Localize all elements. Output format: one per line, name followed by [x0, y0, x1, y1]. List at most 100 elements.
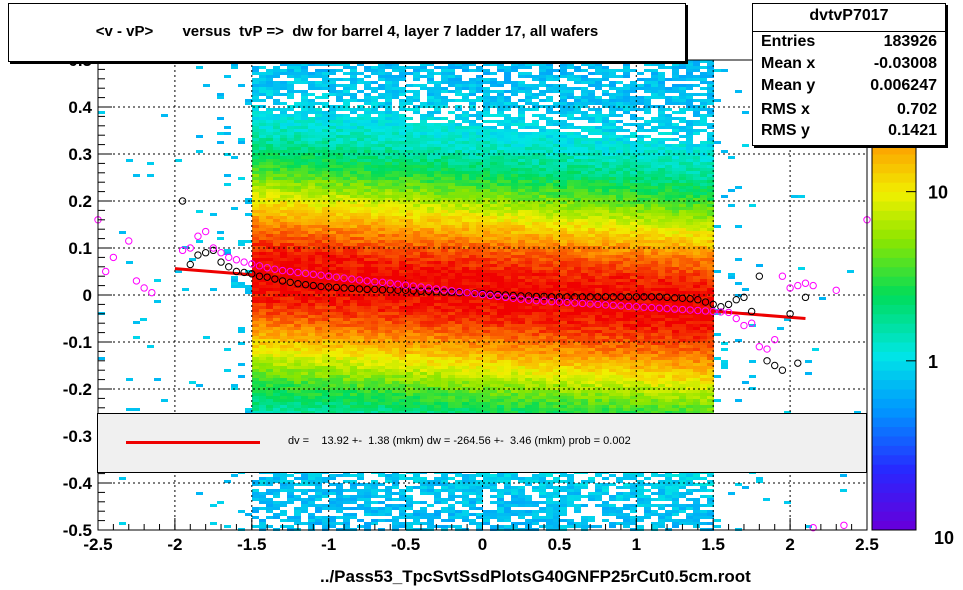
- heatmap-cell: [448, 81, 455, 84]
- heatmap-cell: [343, 207, 350, 210]
- heatmap-cell: [476, 267, 483, 270]
- heatmap-cell: [448, 270, 455, 273]
- heatmap-cell: [280, 408, 287, 411]
- heatmap-cell: [406, 282, 413, 285]
- heatmap-cell: [378, 201, 385, 204]
- heatmap-cell: [455, 483, 462, 486]
- heatmap-cell: [308, 513, 315, 516]
- heatmap-cell: [371, 87, 378, 90]
- heatmap-cell: [322, 492, 329, 495]
- heatmap-cell: [322, 390, 329, 393]
- heatmap-cell: [385, 351, 392, 354]
- heatmap-cell: [399, 303, 406, 306]
- heatmap-cell: [441, 192, 448, 195]
- heatmap-cell: [252, 411, 259, 414]
- heatmap-cell: [315, 477, 322, 480]
- heatmap-cell: [490, 219, 497, 222]
- heatmap-cell: [441, 345, 448, 348]
- heatmap-cell: [476, 297, 483, 300]
- heatmap-cell: [364, 369, 371, 372]
- heatmap-cell: [336, 63, 343, 66]
- heatmap-cell: [420, 207, 427, 210]
- heatmap-cell: [483, 162, 490, 165]
- heatmap-cell: [392, 276, 399, 279]
- heatmap-cell: [329, 246, 336, 249]
- heatmap-cell: [343, 378, 350, 381]
- heatmap-cell: [259, 213, 266, 216]
- heatmap-cell: [434, 93, 441, 96]
- heatmap-cell: [392, 126, 399, 129]
- heatmap-cell: [399, 258, 406, 261]
- heatmap-cell: [378, 237, 385, 240]
- heatmap-cell: [378, 243, 385, 246]
- heatmap-cell: [217, 231, 224, 234]
- heatmap-cell: [280, 171, 287, 174]
- heatmap-cell: [462, 324, 469, 327]
- heatmap-cell: [315, 291, 322, 294]
- heatmap-cell: [280, 111, 287, 114]
- heatmap-cell: [392, 123, 399, 126]
- heatmap-cell: [392, 183, 399, 186]
- heatmap-cell: [455, 129, 462, 132]
- heatmap-cell: [406, 168, 413, 171]
- heatmap-cell: [322, 192, 329, 195]
- heatmap-cell: [371, 189, 378, 192]
- heatmap-cell: [266, 240, 273, 243]
- heatmap-cell: [301, 510, 308, 513]
- heatmap-cell: [441, 318, 448, 321]
- heatmap-cell: [266, 483, 273, 486]
- heatmap-cell: [357, 369, 364, 372]
- heatmap-cell: [413, 294, 420, 297]
- heatmap-cell: [280, 288, 287, 291]
- heatmap-cell: [476, 171, 483, 174]
- heatmap-cell: [455, 93, 462, 96]
- heatmap-cell: [336, 378, 343, 381]
- heatmap-cell: [280, 342, 287, 345]
- heatmap-cell: [434, 309, 441, 312]
- heatmap-cell: [434, 72, 441, 75]
- heatmap-cell: [385, 354, 392, 357]
- heatmap-cell: [462, 339, 469, 342]
- heatmap-cell: [399, 249, 406, 252]
- heatmap-cell: [238, 327, 245, 330]
- heatmap-cell: [483, 486, 490, 489]
- heatmap-cell: [294, 483, 301, 486]
- heatmap-cell: [406, 267, 413, 270]
- heatmap-cell: [273, 141, 280, 144]
- heatmap-cell: [385, 402, 392, 405]
- heatmap-cell: [252, 66, 259, 69]
- heatmap-cell: [399, 177, 406, 180]
- heatmap-cell: [210, 213, 217, 216]
- heatmap-cell: [259, 189, 266, 192]
- heatmap-cell: [350, 498, 357, 501]
- heatmap-cell: [357, 303, 364, 306]
- heatmap-cell: [259, 258, 266, 261]
- heatmap-cell: [350, 129, 357, 132]
- heatmap-cell: [455, 261, 462, 264]
- heatmap-cell: [343, 180, 350, 183]
- heatmap-cell: [469, 402, 476, 405]
- heatmap-cell: [420, 408, 427, 411]
- heatmap-cell: [420, 102, 427, 105]
- heatmap-cell: [336, 402, 343, 405]
- heatmap-cell: [413, 393, 420, 396]
- heatmap-cell: [427, 321, 434, 324]
- heatmap-cell: [322, 309, 329, 312]
- heatmap-cell: [357, 399, 364, 402]
- heatmap-cell: [336, 108, 343, 111]
- heatmap-cell: [413, 357, 420, 360]
- heatmap-cell: [329, 333, 336, 336]
- heatmap-cell: [280, 333, 287, 336]
- heatmap-cell: [371, 396, 378, 399]
- heatmap-cell: [266, 501, 273, 504]
- heatmap-cell: [364, 243, 371, 246]
- heatmap-cell: [378, 186, 385, 189]
- heatmap-cell: [308, 117, 315, 120]
- heatmap-cell: [357, 195, 364, 198]
- heatmap-cell: [427, 333, 434, 336]
- heatmap-cell: [287, 495, 294, 498]
- heatmap-cell: [273, 408, 280, 411]
- heatmap-cell: [287, 318, 294, 321]
- heatmap-cell: [364, 174, 371, 177]
- heatmap-cell: [259, 180, 266, 183]
